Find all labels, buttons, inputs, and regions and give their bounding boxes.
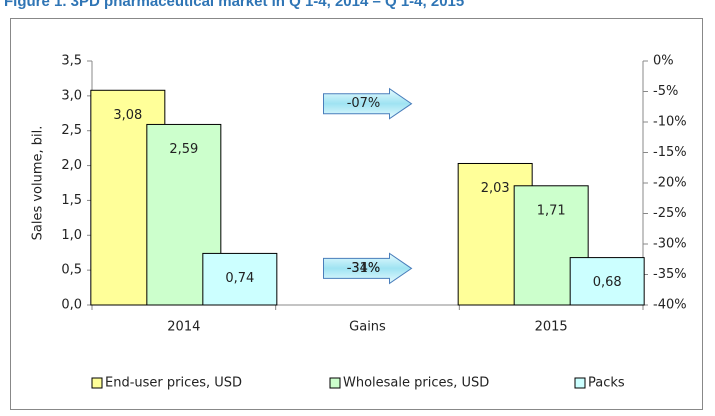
gain-arrow <box>323 252 413 285</box>
y-tick-label: 1,5 <box>61 193 82 208</box>
y-tick-label: 0,5 <box>61 263 82 278</box>
chart-title: Figure 1. 3PD pharmaceutical market in Q… <box>4 0 464 10</box>
y-tick-label: 1,0 <box>61 228 82 243</box>
legend-swatch <box>329 377 341 389</box>
gain-label: -34% <box>347 261 381 276</box>
data-label: 1,71 <box>537 203 566 218</box>
y-tick-label: 0,0 <box>61 298 82 313</box>
gain-arrow <box>323 87 413 120</box>
y-tick-label: 3,0 <box>61 88 82 103</box>
bar <box>202 252 278 306</box>
data-label: 2,03 <box>481 181 510 196</box>
data-label: 3,08 <box>113 108 142 123</box>
bar <box>569 257 645 306</box>
y-tick-label: 2,5 <box>61 123 82 138</box>
y2-tick-label: -10% <box>653 115 687 130</box>
data-label: 0,68 <box>593 275 622 290</box>
y2-tick-label: -35% <box>653 267 687 282</box>
legend-label: End-user prices, USD <box>105 376 242 391</box>
y2-tick-label: -25% <box>653 206 687 221</box>
y2-tick-label: -30% <box>653 237 687 252</box>
y2-tick-label: -20% <box>653 176 687 191</box>
y2-tick-label: -15% <box>653 145 687 160</box>
y2-tick-label: -40% <box>653 298 687 313</box>
chart-border <box>10 18 703 410</box>
legend-swatch <box>574 377 586 389</box>
data-label: 2,59 <box>169 142 198 157</box>
legend-label: Wholesale prices, USD <box>343 376 489 391</box>
y2-tick-label: -5% <box>653 84 678 99</box>
data-label: 0,74 <box>225 271 254 286</box>
x-tick-label: Gains <box>349 320 386 335</box>
legend-swatch <box>91 377 103 389</box>
y2-tick-label: 0% <box>653 54 674 69</box>
y-tick-label: 2,0 <box>61 158 82 173</box>
gain-label: -07% <box>347 96 381 111</box>
x-tick-label: 2014 <box>167 320 200 335</box>
legend-label: Packs <box>588 376 625 391</box>
gain-label: -31% <box>347 261 381 276</box>
y-axis-title: Sales volume, bil. <box>31 126 46 241</box>
x-tick-label: 2015 <box>535 320 568 335</box>
y-tick-label: 3,5 <box>61 54 82 69</box>
